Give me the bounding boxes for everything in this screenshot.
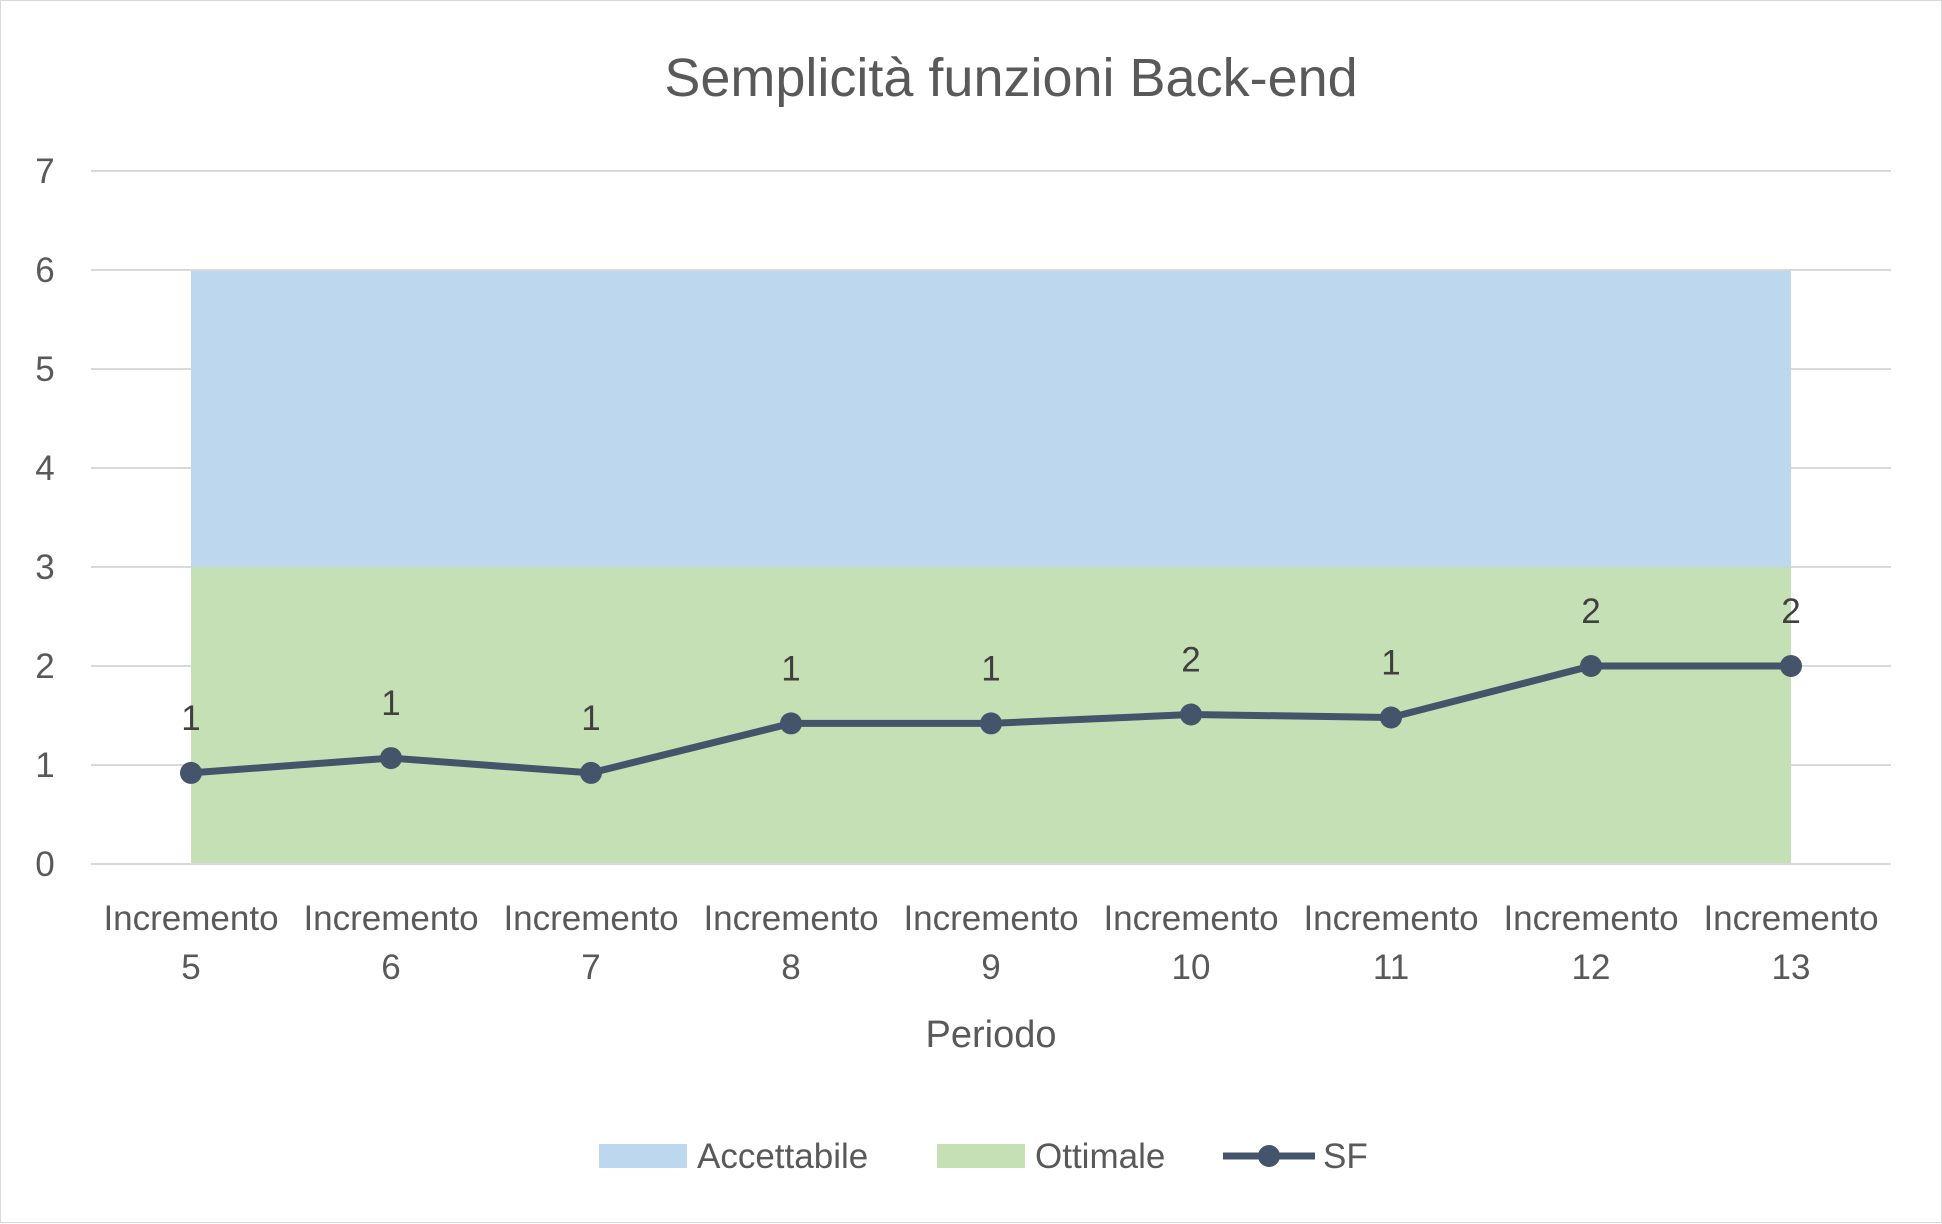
bands-layer <box>191 270 1791 864</box>
data-point <box>1780 655 1802 677</box>
y-tick-label: 7 <box>35 152 54 191</box>
x-tick-label: 10 <box>1172 948 1211 987</box>
y-tick-label: 1 <box>35 746 54 785</box>
x-tick-label: Incremento <box>303 899 478 938</box>
data-label: 1 <box>1381 643 1400 682</box>
x-tick-label: 12 <box>1572 948 1611 987</box>
x-tick-label: Incremento <box>1503 899 1678 938</box>
x-tick-label: 9 <box>981 948 1000 987</box>
y-axis-ticks: 0 1 2 3 4 5 6 7 <box>35 152 54 884</box>
series-layer <box>180 655 1802 784</box>
legend-swatch-accettabile <box>599 1144 687 1168</box>
chart-title: Semplicità funzioni Back-end <box>664 48 1357 108</box>
data-label: 1 <box>581 699 600 738</box>
x-tick-label: Incremento <box>703 899 878 938</box>
x-tick-label: Incremento <box>903 899 1078 938</box>
y-tick-label: 4 <box>35 449 54 488</box>
legend-label: Ottimale <box>1035 1137 1165 1176</box>
data-label: 2 <box>1781 592 1800 631</box>
y-tick-label: 3 <box>35 548 54 587</box>
data-point <box>180 761 202 784</box>
x-tick-label: 8 <box>781 948 800 987</box>
x-tick-label: 7 <box>581 948 600 987</box>
x-tick-label: 5 <box>181 948 200 987</box>
x-tick-label: Incremento <box>503 899 678 938</box>
data-point <box>580 761 602 784</box>
y-tick-label: 5 <box>35 350 54 389</box>
x-tick-label: 13 <box>1772 948 1811 987</box>
x-tick-label: Incremento <box>1103 899 1278 938</box>
data-point <box>980 712 1002 735</box>
x-axis-ticks: Incremento 5 Incremento 6 Incremento 7 Increme… <box>103 899 1878 987</box>
data-label: 2 <box>1581 592 1600 631</box>
legend: Accettabile Ottimale SF <box>599 1137 1368 1176</box>
y-tick-label: 0 <box>35 845 54 884</box>
x-axis-title: Periodo <box>926 1014 1057 1056</box>
data-label: 1 <box>181 699 200 738</box>
band-accettabile <box>191 270 1791 567</box>
data-labels-layer: 1 1 1 1 1 2 1 2 2 <box>181 592 1800 738</box>
data-point <box>1380 706 1402 729</box>
data-label: 2 <box>1181 641 1200 680</box>
x-tick-label: Incremento <box>1303 899 1478 938</box>
legend-marker-sf <box>1258 1145 1280 1167</box>
data-label: 1 <box>781 649 800 688</box>
data-point <box>1180 703 1202 726</box>
y-tick-label: 2 <box>35 647 54 686</box>
data-label: 1 <box>981 649 1000 688</box>
x-tick-label: Incremento <box>103 899 278 938</box>
legend-label: Accettabile <box>697 1137 868 1176</box>
data-point <box>380 747 402 770</box>
x-tick-label: 6 <box>381 948 400 987</box>
legend-label: SF <box>1323 1137 1368 1176</box>
data-point <box>780 712 802 735</box>
data-point <box>1580 655 1602 677</box>
x-tick-label: 11 <box>1373 948 1409 987</box>
gridlines <box>91 170 1891 865</box>
data-label: 1 <box>381 684 400 723</box>
x-tick-label: Incremento <box>1703 899 1878 938</box>
legend-swatch-ottimale <box>937 1144 1025 1168</box>
y-tick-label: 6 <box>35 251 54 290</box>
